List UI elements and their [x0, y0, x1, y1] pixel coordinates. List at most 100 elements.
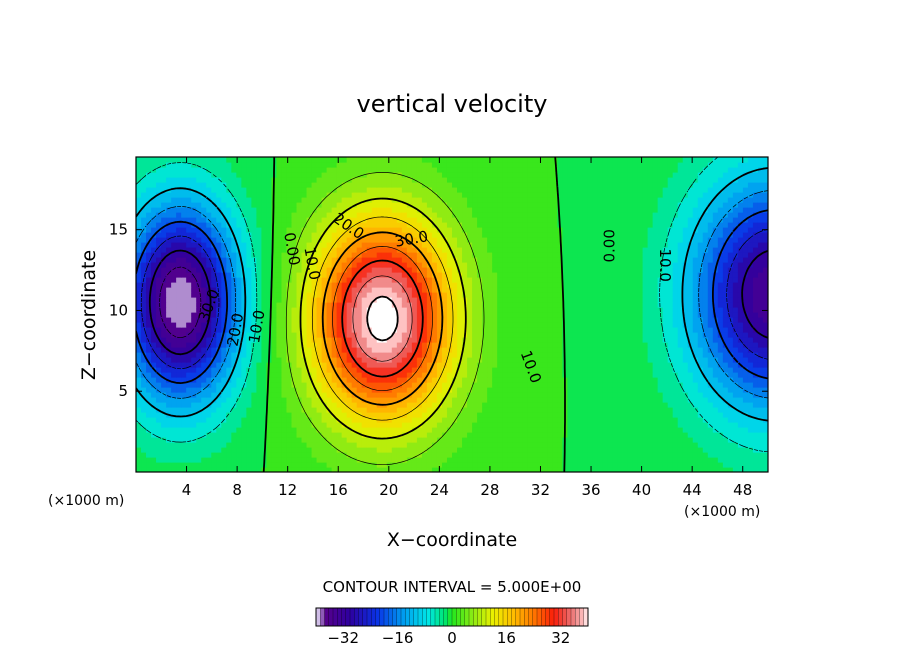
field-cell — [567, 392, 573, 398]
field-cell — [567, 312, 573, 318]
field-cell — [717, 357, 724, 363]
field-cell — [276, 447, 283, 453]
field-cell — [361, 402, 368, 408]
field-cell — [527, 287, 533, 293]
field-cell — [191, 277, 197, 283]
field-cell — [717, 302, 724, 308]
field-cell — [396, 337, 403, 343]
field-cell — [722, 417, 729, 423]
field-cell — [727, 447, 734, 453]
field-cell — [717, 352, 724, 358]
field-cell — [717, 457, 724, 463]
field-cell — [271, 357, 278, 363]
field-cell — [497, 372, 503, 378]
field-cell — [517, 467, 523, 472]
field-cell — [572, 377, 578, 383]
field-cell — [306, 362, 313, 368]
field-cell — [602, 302, 609, 308]
field-cell — [356, 372, 363, 378]
field-cell — [452, 387, 458, 393]
field-cell — [497, 467, 503, 472]
field-cell — [326, 397, 333, 403]
field-cell — [712, 302, 719, 308]
field-cell — [742, 292, 749, 298]
field-cell — [617, 407, 624, 413]
field-cell — [617, 392, 624, 398]
field-cell — [457, 432, 463, 438]
field-cell — [692, 427, 699, 433]
field-cell — [226, 332, 232, 338]
field-cell — [632, 382, 639, 388]
field-cell — [361, 352, 368, 358]
field-cell — [467, 377, 473, 383]
field-cell — [326, 337, 333, 343]
field-cell — [421, 407, 428, 413]
field-cell — [562, 287, 568, 293]
field-cell — [161, 392, 167, 398]
field-cell — [206, 452, 212, 458]
field-cell — [717, 337, 724, 343]
field-cell — [587, 402, 594, 408]
field-cell — [472, 442, 478, 448]
field-cell — [376, 297, 383, 303]
field-cell — [672, 447, 679, 453]
field-cell — [752, 467, 759, 472]
field-cell — [622, 327, 629, 333]
field-cell — [176, 387, 182, 393]
field-cell — [647, 337, 654, 343]
field-cell — [291, 277, 298, 283]
field-cell — [286, 327, 293, 333]
field-cell — [502, 277, 508, 283]
field-cell — [391, 422, 398, 428]
field-cell — [557, 452, 563, 458]
field-cell — [251, 377, 257, 383]
field-cell — [612, 337, 619, 343]
field-cell — [722, 327, 729, 333]
field-cell — [687, 457, 694, 463]
field-cell — [462, 442, 468, 448]
field-cell — [361, 452, 368, 458]
field-cell — [191, 417, 197, 423]
field-cell — [677, 332, 684, 338]
field-cell — [391, 342, 398, 348]
field-cell — [662, 297, 669, 303]
field-cell — [291, 407, 298, 413]
field-cell — [497, 402, 503, 408]
field-cell — [246, 357, 252, 363]
field-cell — [266, 322, 273, 328]
field-cell — [141, 342, 147, 348]
field-cell — [482, 402, 488, 408]
field-cell — [692, 292, 699, 298]
field-cell — [291, 467, 298, 472]
field-cell — [552, 382, 558, 388]
field-cell — [301, 412, 308, 418]
field-cell — [281, 412, 288, 418]
field-cell — [557, 387, 563, 393]
field-cell — [416, 367, 423, 373]
field-cell — [261, 442, 268, 448]
field-cell — [171, 412, 177, 418]
field-cell — [572, 457, 578, 463]
field-cell — [532, 317, 538, 323]
field-cell — [301, 317, 308, 323]
field-cell — [472, 282, 478, 288]
field-cell — [547, 297, 553, 303]
field-cell — [286, 382, 293, 388]
field-cell — [597, 362, 604, 368]
field-cell — [366, 272, 373, 278]
field-cell — [642, 362, 649, 368]
field-cell — [341, 317, 348, 323]
field-cell — [567, 292, 573, 298]
field-cell — [251, 457, 257, 463]
field-cell — [637, 342, 644, 348]
field-cell — [502, 342, 508, 348]
field-cell — [647, 372, 654, 378]
field-cell — [472, 367, 478, 373]
field-cell — [151, 357, 157, 363]
field-cell — [351, 322, 358, 328]
field-cell — [602, 352, 609, 358]
field-cell — [416, 372, 423, 378]
field-cell — [622, 382, 629, 388]
field-cell — [301, 402, 308, 408]
field-cell — [266, 277, 273, 283]
